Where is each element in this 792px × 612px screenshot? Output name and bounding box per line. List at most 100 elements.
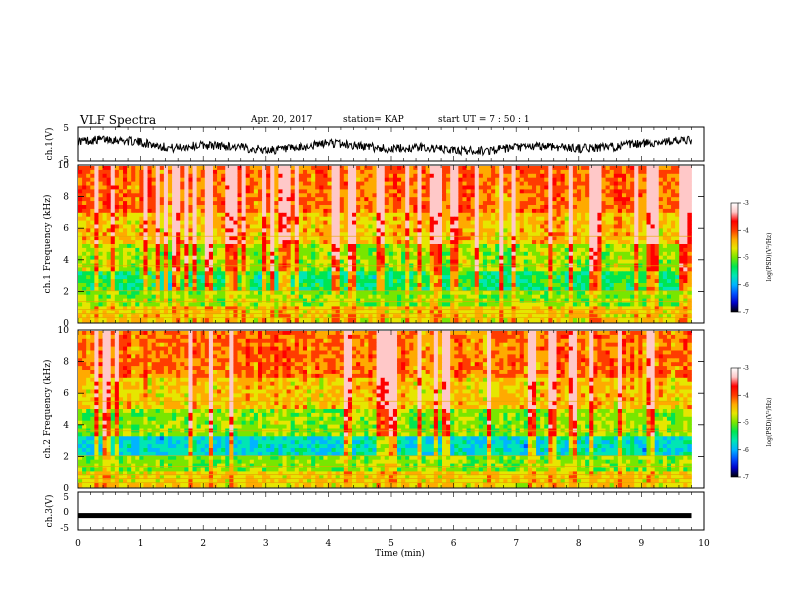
spectrogram-cell: [143, 275, 148, 280]
spectrogram-cell: [564, 201, 570, 206]
spectrogram-cell: [531, 212, 537, 218]
spectrogram-cell: [548, 279, 553, 284]
spectrogram-cell: [82, 271, 87, 276]
spectrogram-cell: [364, 283, 369, 288]
spectrogram-cell: [511, 169, 517, 175]
spectrogram-cell: [204, 208, 210, 214]
spectrogram-cell: [139, 173, 144, 179]
spectrogram-cell: [515, 259, 521, 264]
spectrogram-cell: [245, 267, 251, 272]
spectrogram-cell: [556, 286, 561, 292]
spectrogram-cell: [642, 255, 647, 260]
spectrogram-cell: [131, 228, 136, 233]
spectrogram-cell: [576, 247, 582, 253]
spectrogram-cell: [630, 283, 635, 288]
spectrogram-cell: [491, 185, 496, 190]
spectrogram-cell: [257, 173, 263, 179]
spectrogram-cell: [204, 220, 210, 225]
spectrogram-cell: [82, 244, 87, 249]
spectrogram-cell: [454, 166, 459, 171]
spectrogram-cell: [343, 255, 349, 260]
spectrogram-cell: [462, 290, 467, 296]
spectrogram-cell: [433, 286, 439, 292]
spectrogram-cell: [544, 220, 549, 225]
spectrogram-cell: [409, 236, 414, 241]
spectrogram-cell: [114, 228, 120, 233]
spectrogram-cell: [679, 166, 684, 171]
spectrogram-cell: [605, 185, 611, 190]
spectrogram-cell: [446, 205, 451, 210]
spectrogram-cell: [212, 240, 218, 245]
spectrogram-cell: [491, 240, 496, 245]
spectrogram-cell: [102, 220, 108, 225]
spectrogram-cell: [666, 240, 672, 245]
spectrogram-cell: [139, 232, 144, 237]
spectrogram-cell: [343, 185, 349, 190]
spectrogram-cell: [466, 169, 472, 175]
spectrogram-cell: [470, 224, 476, 229]
spectrogram-cell: [470, 251, 476, 257]
spectrogram-cell: [294, 177, 300, 182]
spectrogram-cell: [499, 208, 504, 214]
spectrogram-cell: [429, 232, 435, 237]
spectrogram-cell: [609, 240, 615, 245]
spectrogram-cell: [617, 228, 623, 233]
spectrogram-cell: [270, 216, 275, 221]
spectrogram-cell: [266, 232, 271, 237]
spectrogram-cell: [368, 275, 373, 280]
spectrogram-cell: [507, 189, 512, 194]
spectrogram-cell: [437, 177, 443, 182]
spectrogram-cell: [302, 189, 308, 194]
spectrogram-cell: [212, 212, 218, 218]
spectrogram-cell: [450, 290, 455, 296]
spectrogram-cell: [585, 212, 590, 218]
spectrogram-cell: [208, 290, 214, 296]
spectrogram-cell: [78, 173, 83, 179]
spectrogram-cell: [155, 166, 161, 171]
spectrogram-cell: [507, 279, 512, 284]
spectrogram-cell: [122, 228, 128, 233]
spectrogram-cell: [335, 185, 341, 190]
spectrogram-cell: [147, 240, 153, 245]
spectrogram-cell: [196, 251, 202, 257]
spectrogram-cell: [118, 244, 124, 249]
spectrogram-cell: [180, 290, 185, 296]
spectrogram-cell: [519, 251, 525, 257]
spectrogram-cell: [523, 240, 529, 245]
spectrogram-cell: [257, 197, 263, 202]
spectrogram-cell: [167, 240, 173, 245]
spectrogram-cell: [634, 228, 639, 233]
spectrogram-cell: [683, 201, 688, 206]
spectrogram-cell: [519, 212, 525, 218]
spectrogram-cell: [560, 177, 566, 182]
spectrogram-cell: [274, 255, 279, 260]
spectrogram-cell: [266, 189, 271, 194]
spectrogram-cell: [266, 216, 271, 221]
spectrogram-cell: [335, 189, 341, 194]
spectrogram-cell: [650, 290, 656, 296]
spectrogram-cell: [634, 208, 639, 214]
spectrogram-cell: [270, 169, 275, 175]
spectrogram-cell: [237, 286, 242, 292]
spectrogram-cell: [307, 193, 312, 198]
spectrogram-cell: [241, 181, 247, 186]
spectrogram-cell: [176, 201, 181, 206]
spectrogram-cell: [564, 197, 570, 202]
spectrogram-cell: [343, 228, 349, 233]
spectrogram-cell: [568, 193, 574, 198]
spectrogram-cell: [499, 212, 504, 218]
spectrogram-cell: [654, 177, 660, 182]
spectrogram-cell: [221, 240, 226, 245]
spectrogram-cell: [568, 197, 574, 202]
spectrogram-cell: [347, 232, 353, 237]
spectrogram-cell: [114, 201, 120, 206]
spectrogram-cell: [270, 271, 275, 276]
spectrogram-cell: [335, 240, 341, 245]
spectrogram-cell: [466, 236, 472, 241]
spectrogram-cell: [409, 208, 414, 214]
spectrogram-cell: [127, 208, 132, 214]
spectrogram-cell: [491, 271, 496, 276]
spectrogram-cell: [135, 240, 140, 245]
spectrogram-cell: [102, 271, 108, 276]
spectrogram-cell: [437, 224, 443, 229]
